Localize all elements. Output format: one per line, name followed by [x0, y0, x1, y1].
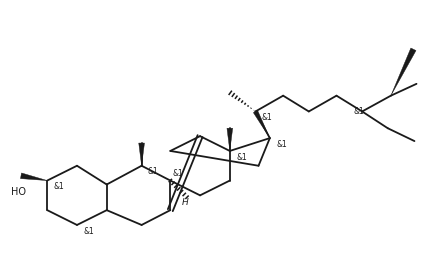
- Polygon shape: [391, 48, 416, 96]
- Text: &1: &1: [53, 182, 64, 191]
- Polygon shape: [21, 173, 47, 180]
- Text: HO: HO: [11, 187, 26, 197]
- Polygon shape: [139, 143, 145, 166]
- Text: &1: &1: [276, 140, 287, 149]
- Polygon shape: [227, 128, 232, 151]
- Text: &1: &1: [354, 107, 364, 116]
- Polygon shape: [253, 110, 270, 138]
- Text: H: H: [181, 197, 188, 206]
- Text: &1: &1: [262, 113, 272, 122]
- Text: &1: &1: [236, 153, 247, 162]
- Text: &1: &1: [148, 167, 159, 176]
- Text: &1: &1: [173, 169, 184, 178]
- Text: &1: &1: [83, 227, 94, 236]
